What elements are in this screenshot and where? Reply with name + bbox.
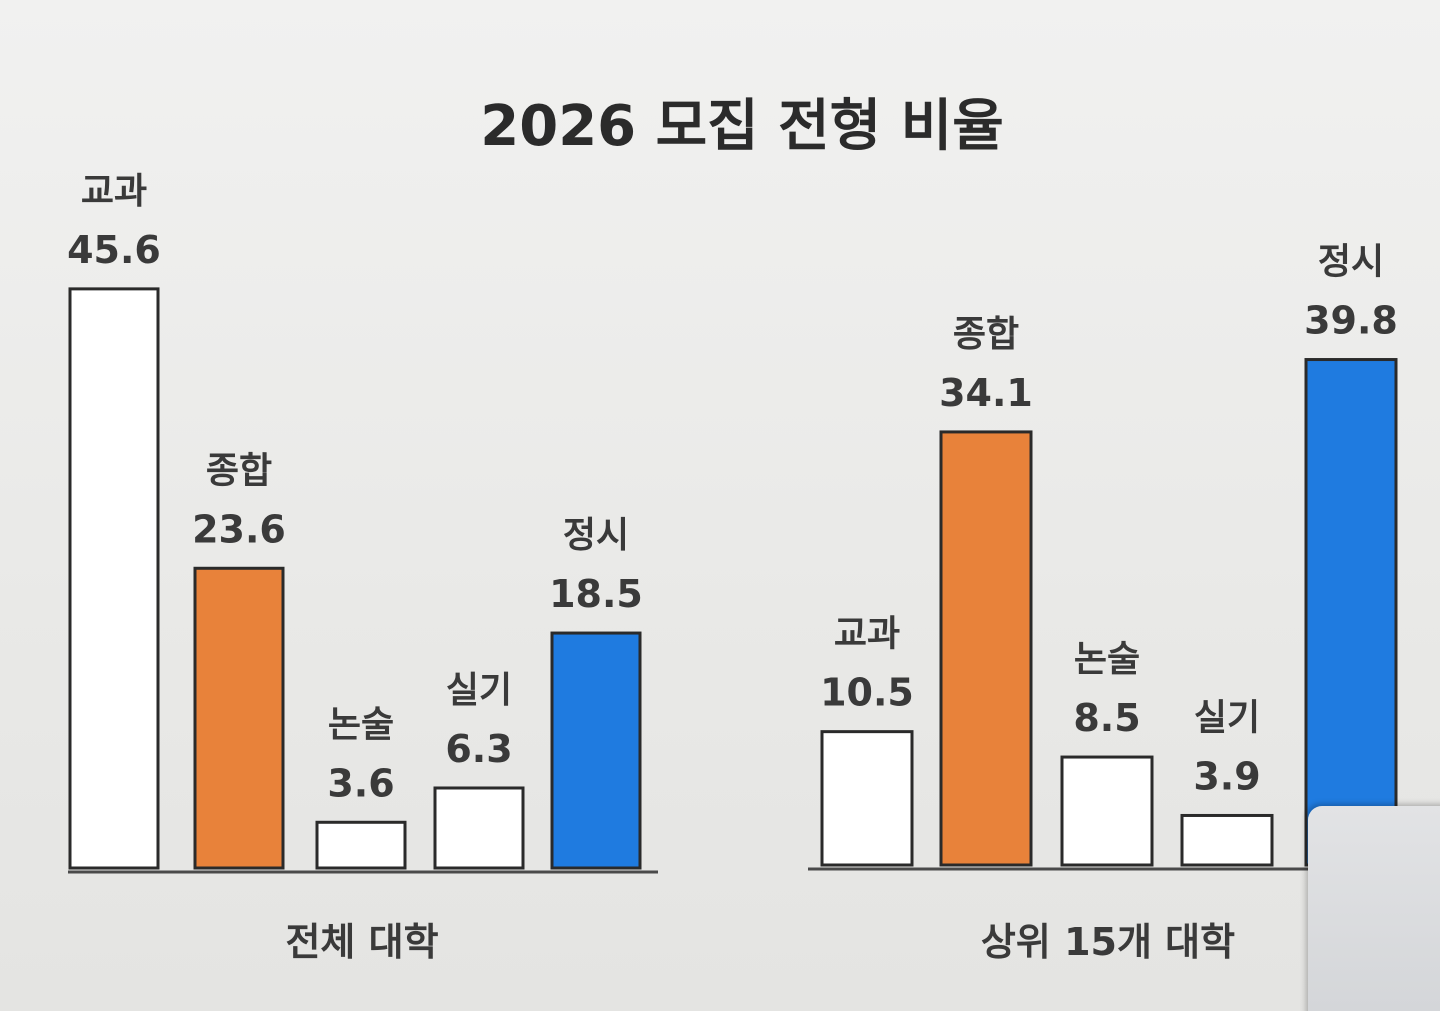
- category-label-1-3: 논술: [328, 704, 394, 745]
- value-label-2-1: 10.5: [820, 671, 914, 715]
- value-label-1-3: 3.6: [327, 761, 394, 805]
- bar-2-4: [1180, 813, 1274, 867]
- category-label-2-2: 종합: [953, 314, 1019, 355]
- group-label-1: 전체 대학: [285, 920, 438, 964]
- value-label-1-5: 18.5: [549, 572, 643, 616]
- bar-1-1: [68, 287, 160, 870]
- value-label-1-2: 23.6: [192, 507, 286, 551]
- category-label-1-2: 종합: [206, 450, 272, 491]
- bar-2-2: [939, 430, 1033, 867]
- chart-title: 2026 모집 전형 비율: [480, 94, 1003, 159]
- category-label-2-1: 교과: [834, 614, 900, 655]
- value-label-1-1: 45.6: [67, 228, 161, 272]
- value-label-2-4: 3.9: [1193, 754, 1260, 798]
- bar-2-1: [820, 730, 914, 867]
- bar-1-2: [193, 566, 285, 870]
- bar-1-5: [550, 631, 642, 870]
- value-label-1-4: 6.3: [445, 727, 512, 771]
- bar-2-3: [1060, 755, 1154, 867]
- value-label-2-2: 34.1: [939, 371, 1033, 415]
- category-label-1-1: 교과: [81, 171, 147, 212]
- group-label-2: 상위 15개 대학: [981, 920, 1235, 964]
- category-label-2-3: 논술: [1074, 639, 1140, 680]
- bar-2-5: [1304, 358, 1398, 867]
- category-label-2-5: 정시: [1318, 242, 1384, 283]
- bar-1-3: [315, 820, 407, 870]
- category-label-2-4: 실기: [1194, 697, 1260, 738]
- value-label-2-5: 39.8: [1304, 299, 1398, 343]
- category-label-1-5: 정시: [563, 515, 629, 556]
- device-corner-bezel: [1308, 806, 1440, 1011]
- value-label-2-3: 8.5: [1073, 696, 1140, 740]
- bar-1-4: [433, 786, 525, 870]
- category-label-1-4: 실기: [446, 670, 512, 711]
